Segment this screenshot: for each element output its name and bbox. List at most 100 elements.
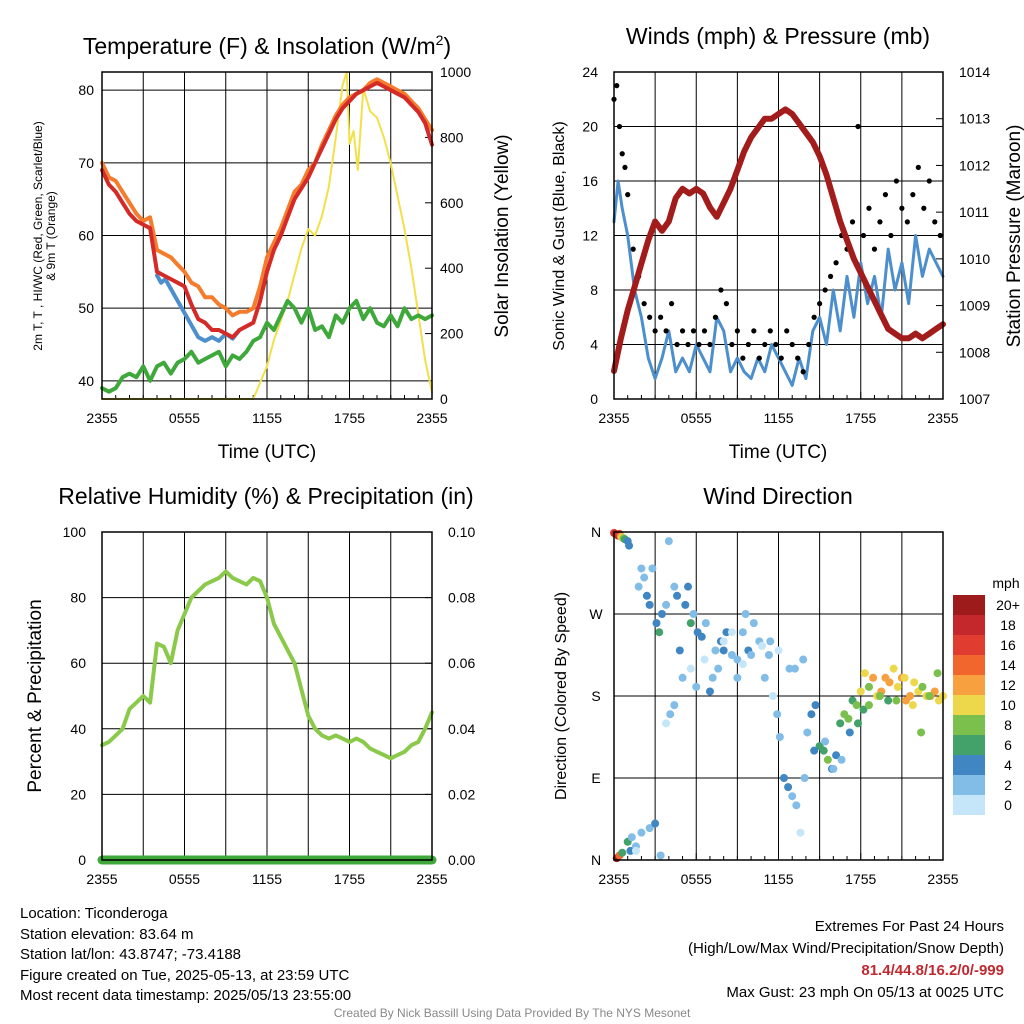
wind-direction-point <box>651 819 660 828</box>
wind-direction-point <box>749 619 758 628</box>
wind-direction-point <box>656 851 665 860</box>
wind-direction-point <box>692 682 701 691</box>
gust-point <box>899 205 905 211</box>
extremes-info: Extremes For Past 24 Hours (High/Low/Max… <box>688 916 1004 1004</box>
dewpoint-line <box>100 298 434 394</box>
wind-direction-point <box>821 737 830 746</box>
extremes-values: 81.4/44.8/16.2/0/-999 <box>861 962 1004 979</box>
gust-point <box>641 301 647 307</box>
gust-point <box>707 341 713 348</box>
wind-direction-point <box>705 687 714 696</box>
wind-direction-point <box>719 637 728 646</box>
gust-point <box>701 328 708 334</box>
legend-label: 2 <box>1004 777 1012 793</box>
gust-point <box>674 341 680 348</box>
wind-direction-point <box>779 774 788 782</box>
y-tick-label: N <box>591 524 601 540</box>
wind-direction-point <box>637 828 646 837</box>
wind-direction-point <box>784 783 793 792</box>
gust-point <box>921 205 927 211</box>
wind-direction-point <box>684 582 693 591</box>
x-tick-label: 0555 <box>681 410 712 426</box>
elevation-text: Station elevation: 83.64 m <box>20 925 194 943</box>
wind-direction-point <box>800 774 809 782</box>
wind-direction-point <box>889 664 898 673</box>
temp-2m-line <box>100 80 434 340</box>
wind-direction-point <box>738 628 747 637</box>
x-tick-label: 2355 <box>416 410 447 426</box>
wind-direction-point <box>686 664 695 673</box>
wind-direction-point <box>662 600 671 609</box>
legend-label: 16 <box>1000 637 1016 653</box>
wind-direction-point <box>642 591 651 600</box>
latlon-text: Station lat/lon: 43.8747; -73.4188 <box>20 946 242 963</box>
gust-point <box>822 287 828 293</box>
gust-point <box>756 355 762 361</box>
x-tick-label: 1755 <box>845 871 876 887</box>
chart-title: Relative Humidity (%) & Precipitation (i… <box>58 483 473 509</box>
wind-direction-point <box>885 678 894 687</box>
legend-label: 20+ <box>996 597 1020 613</box>
wind-direction-point <box>933 669 942 678</box>
x-tick-label: 1155 <box>763 410 793 426</box>
gust-point <box>740 355 746 361</box>
legend-swatch <box>953 595 985 615</box>
chart-title: Temperature (F) & Insolation (W/m2) <box>83 32 451 59</box>
y-right-tick-label: 1013 <box>959 111 990 127</box>
wind-direction-point <box>823 755 832 764</box>
plot-frame <box>101 71 433 400</box>
wind-direction-point <box>652 619 661 628</box>
y-axis-label: Direction (Colored By Speed) <box>553 592 570 800</box>
y-right-tick-label: 0.10 <box>448 524 475 540</box>
gust-point <box>614 83 620 89</box>
gust-point <box>937 232 943 239</box>
gust-point <box>866 205 872 211</box>
x-tick-label: 2355 <box>927 410 958 426</box>
legend-label: 8 <box>1004 717 1012 733</box>
wind-direction-point <box>655 628 664 637</box>
gust-point <box>893 178 899 184</box>
x-tick-label: 2355 <box>416 871 447 887</box>
temp-9m-line <box>100 77 434 318</box>
x-tick-label: 0555 <box>169 871 200 887</box>
legend-label: 10 <box>1000 697 1016 713</box>
wind-direction-point <box>792 801 801 810</box>
wind-direction-point <box>714 664 723 673</box>
wind-direction-point <box>892 696 901 705</box>
wind-direction-point <box>733 673 742 682</box>
wind-direction-point <box>864 682 873 691</box>
wind-direction-point <box>747 651 756 659</box>
chart-title: Winds (mph) & Pressure (mb) <box>626 23 930 49</box>
gust-point <box>784 328 790 334</box>
y-right-tick-label: 1011 <box>959 204 989 220</box>
x-tick-label: 1155 <box>763 871 793 887</box>
x-tick-label: 1155 <box>252 871 282 887</box>
x-tick-label: 2355 <box>86 410 117 426</box>
gust-point <box>795 355 801 361</box>
y-right-tick-label: 1014 <box>959 64 990 80</box>
wind-direction-point <box>764 651 773 659</box>
wind-direction-point <box>645 824 654 833</box>
extremes-desc: (High/Low/Max Wind/Precipitation/Snow De… <box>688 940 1004 957</box>
y-tick-label: 40 <box>78 373 94 389</box>
gust-point <box>926 178 932 184</box>
y-right-tick-label: 1007 <box>959 391 990 407</box>
legend-swatch <box>953 695 985 715</box>
x-tick-label: 1755 <box>845 410 876 426</box>
y-axis-label: Percent & Precipitation <box>25 599 46 792</box>
legend-label: 12 <box>1000 677 1016 693</box>
gust-point <box>773 341 779 348</box>
wind-direction-point <box>689 610 698 618</box>
wind-direction-point <box>807 710 816 719</box>
x-tick-label: 2355 <box>598 410 629 426</box>
gust-point <box>767 328 773 334</box>
gust-point <box>827 273 834 279</box>
y-right-tick-label: 0 <box>440 391 448 407</box>
y-right-tick-label: 0.00 <box>448 852 475 868</box>
gust-point <box>817 301 823 307</box>
legend-label: 18 <box>1000 617 1016 633</box>
gust-point <box>888 232 894 239</box>
wind-direction-point <box>900 673 909 682</box>
legend-label: 6 <box>1004 737 1012 753</box>
